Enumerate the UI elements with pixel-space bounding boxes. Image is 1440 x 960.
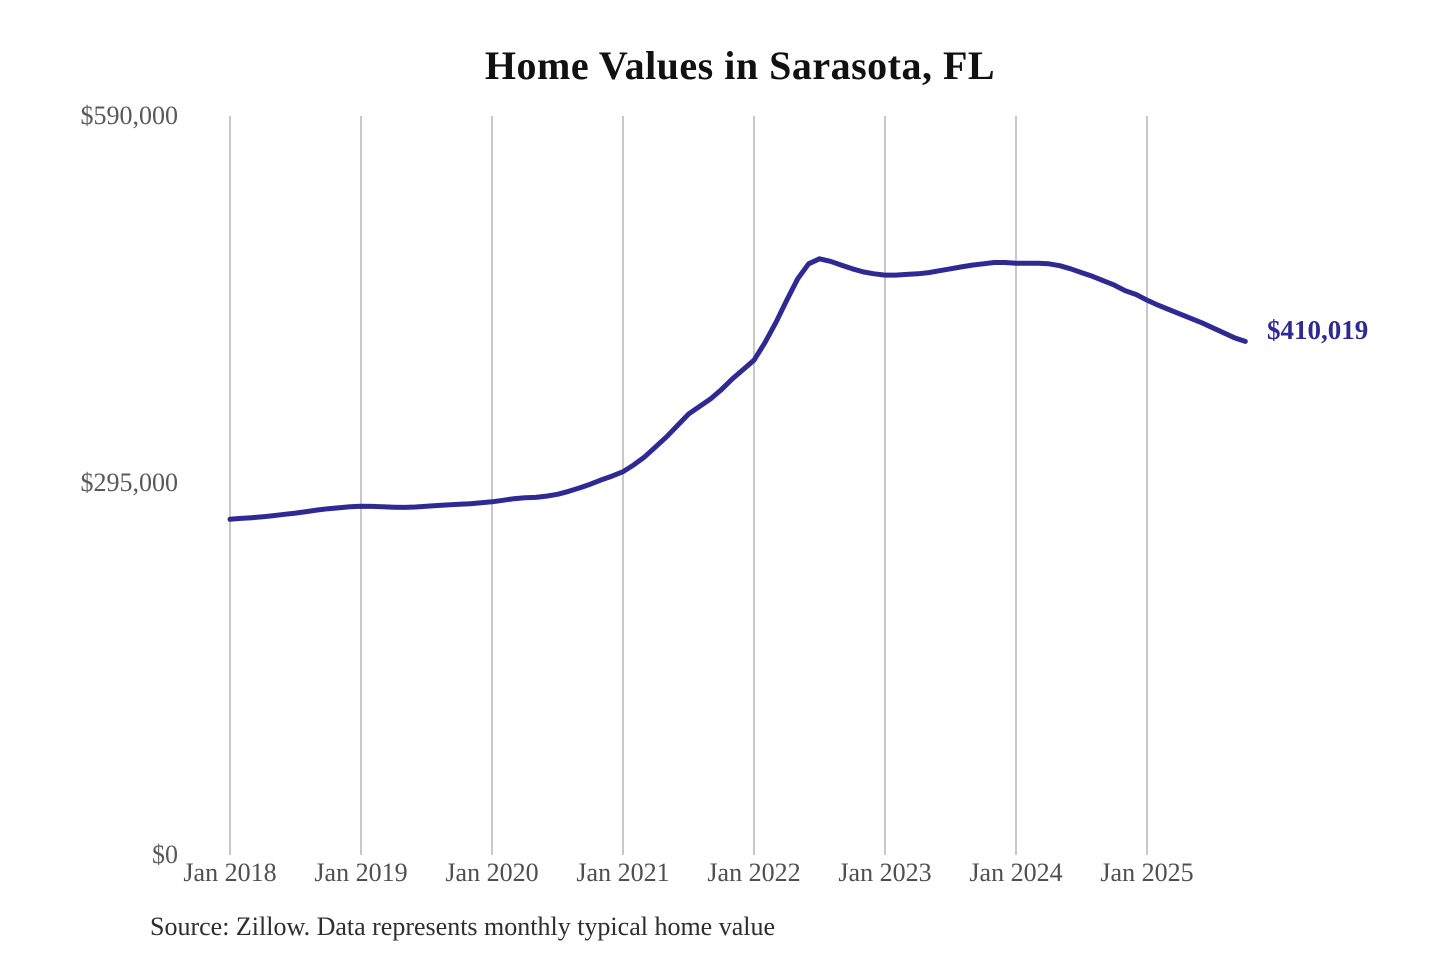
x-tick-label-jan-2023: Jan 2023 bbox=[838, 858, 932, 887]
x-tick-label-jan-2020: Jan 2020 bbox=[445, 858, 539, 887]
y-axis-label-0: $0 bbox=[152, 840, 178, 869]
vertical-gridlines bbox=[229, 116, 1148, 855]
y-axis-label-295000: $295,000 bbox=[80, 468, 179, 497]
x-tick-label-jan-2018: Jan 2018 bbox=[183, 858, 277, 887]
x-tick-label-jan-2019: Jan 2019 bbox=[314, 858, 408, 887]
x-tick-label-jan-2025: Jan 2025 bbox=[1100, 858, 1194, 887]
latest-value-label: $410,019 bbox=[1267, 315, 1369, 345]
source-note: Source: Zillow. Data represents monthly … bbox=[150, 912, 776, 941]
x-tick-label-jan-2024: Jan 2024 bbox=[969, 858, 1063, 887]
chart-title: Home Values in Sarasota, FL bbox=[484, 43, 996, 88]
x-tick-label-jan-2022: Jan 2022 bbox=[707, 858, 801, 887]
x-tick-label-jan-2021: Jan 2021 bbox=[576, 858, 670, 887]
home-value-line bbox=[227, 256, 1248, 522]
y-axis-label-590000: $590,000 bbox=[80, 101, 179, 130]
